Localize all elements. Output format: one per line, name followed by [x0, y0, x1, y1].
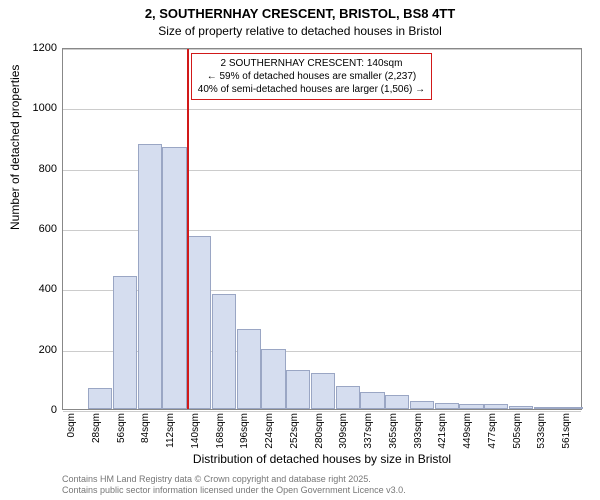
histogram-bar: [187, 236, 211, 409]
histogram-bar: [459, 404, 483, 409]
histogram-bar: [336, 386, 360, 409]
chart-container: 2, SOUTHERNHAY CRESCENT, BRISTOL, BS8 4T…: [0, 0, 600, 500]
histogram-bar: [162, 147, 186, 409]
histogram-bar: [237, 329, 261, 409]
bars-group: [63, 49, 581, 409]
chart-title: 2, SOUTHERNHAY CRESCENT, BRISTOL, BS8 4T…: [0, 6, 600, 21]
y-tick-label: 200: [17, 344, 57, 356]
annotation-line: 2 SOUTHERNHAY CRESCENT: 140sqm: [198, 57, 425, 70]
plot-area: 2 SOUTHERNHAY CRESCENT: 140sqm← 59% of d…: [62, 48, 582, 410]
y-axis-label: Number of detached properties: [8, 65, 22, 230]
histogram-bar: [261, 349, 285, 409]
histogram-bar: [509, 406, 533, 409]
x-axis-label: Distribution of detached houses by size …: [62, 452, 582, 466]
histogram-bar: [88, 388, 112, 409]
chart-subtitle: Size of property relative to detached ho…: [0, 24, 600, 38]
histogram-bar: [212, 294, 236, 409]
histogram-bar: [484, 404, 508, 409]
histogram-bar: [138, 144, 162, 409]
histogram-bar: [558, 407, 582, 409]
histogram-bar: [360, 392, 384, 409]
grid-line: [63, 411, 581, 412]
annotation-line: ← 59% of detached houses are smaller (2,…: [198, 70, 425, 83]
footer-attribution: Contains HM Land Registry data © Crown c…: [62, 474, 406, 496]
annotation-box: 2 SOUTHERNHAY CRESCENT: 140sqm← 59% of d…: [191, 53, 432, 100]
histogram-bar: [410, 401, 434, 409]
histogram-bar: [385, 395, 409, 409]
histogram-bar: [286, 370, 310, 409]
y-tick-label: 1200: [17, 42, 57, 54]
histogram-bar: [311, 373, 335, 409]
histogram-bar: [113, 276, 137, 409]
y-tick-label: 0: [17, 404, 57, 416]
y-tick-label: 600: [17, 223, 57, 235]
y-tick-label: 800: [17, 163, 57, 175]
histogram-bar: [435, 403, 459, 409]
reference-line: [187, 49, 189, 409]
histogram-bar: [534, 407, 558, 409]
footer-line-2: Contains public sector information licen…: [62, 485, 406, 496]
annotation-line: 40% of semi-detached houses are larger (…: [198, 83, 425, 96]
y-tick-label: 1000: [17, 102, 57, 114]
footer-line-1: Contains HM Land Registry data © Crown c…: [62, 474, 406, 485]
y-tick-label: 400: [17, 283, 57, 295]
